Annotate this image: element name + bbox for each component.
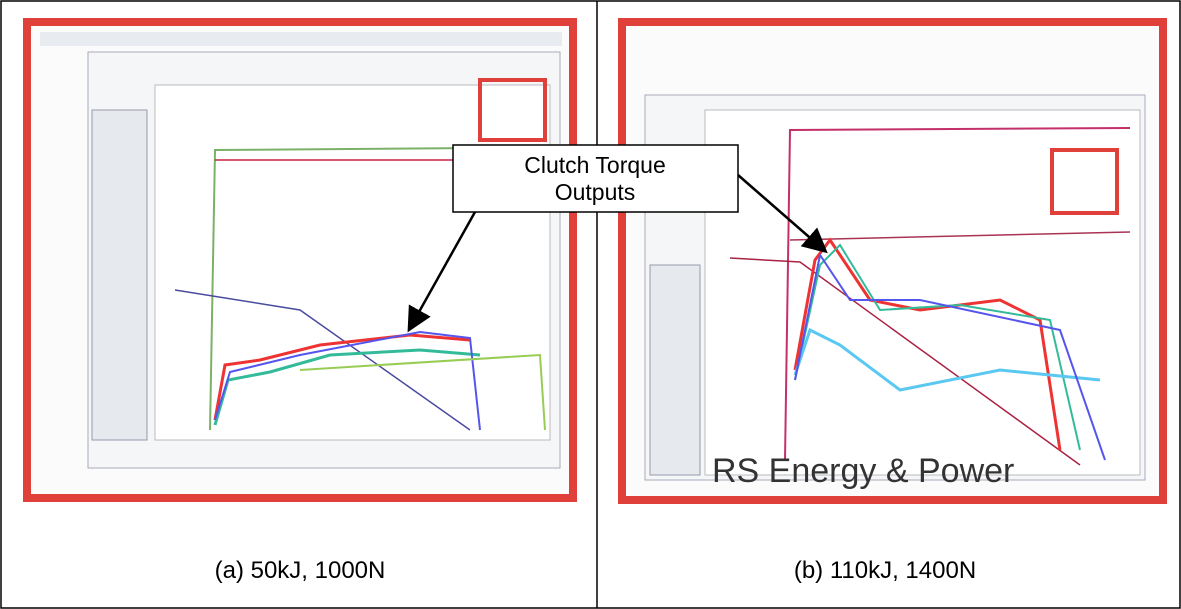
caption: (a) 50kJ, 1000N [215, 557, 386, 584]
screenshot-b: RS Energy & Power [622, 22, 1163, 500]
callout-line: Clutch Torque [524, 152, 666, 178]
figure: RS Energy & Power Clutch Torque Outputs … [0, 0, 1181, 609]
caption: (b) 110kJ, 1400N [794, 557, 976, 584]
watermark: RS Energy & Power [712, 452, 1014, 490]
screenshot-a [27, 22, 573, 498]
callout-line: Outputs [555, 179, 636, 205]
page: {"panels": [ {"caption": "(a) 50kJ, 1000… [0, 0, 1181, 609]
